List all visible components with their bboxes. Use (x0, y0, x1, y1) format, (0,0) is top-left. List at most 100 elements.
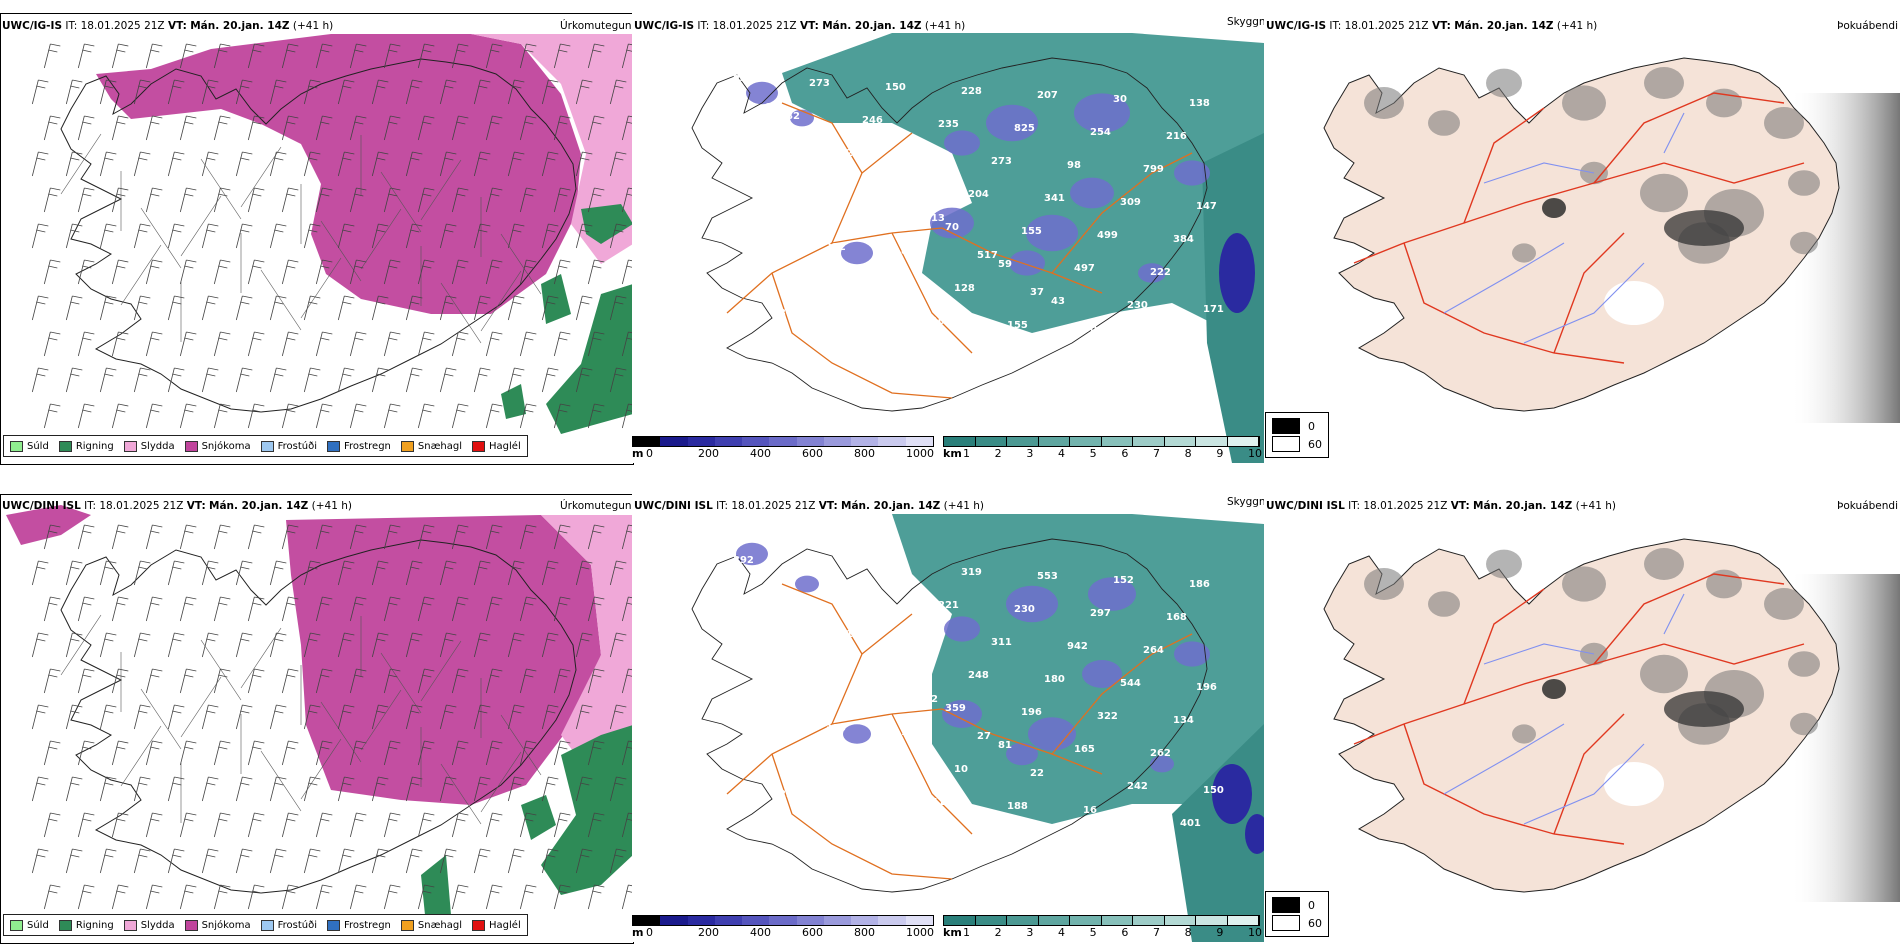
legend-item: Frostúði (260, 919, 317, 931)
precip-title: Úrkomutegund (560, 500, 639, 512)
cloud-base-label: 499 (1097, 230, 1118, 241)
cloud-header-ig: UWC/IG-IS IT: 18.01.2025 21Z VT: Mán. 20… (634, 20, 965, 32)
km-tick: 6 (1121, 926, 1129, 939)
legend-label: Súld (27, 919, 49, 931)
cloud-panel-dini: 119 72 31 388 52 27 22 16 223 186 124 158 108 149 10 18… (632, 494, 1264, 942)
vt-label: VT: (1431, 20, 1451, 32)
it-label: IT: (84, 500, 97, 512)
cloud-base-label: 345 (855, 793, 876, 804)
cloud-base-label: 230 (1127, 300, 1148, 311)
fog-panel-ig (1264, 13, 1900, 463)
cloud-base-label: 304 (1083, 324, 1104, 335)
cloud-base-label: 119 (712, 546, 733, 557)
km-tick: 1 (963, 926, 970, 939)
cloud-base-label: 254 (1090, 127, 1111, 138)
cloud-base-label: 155 (1021, 226, 1042, 237)
km-tick: 9 (1216, 447, 1224, 460)
cloud-base-label: 149 (901, 727, 922, 738)
vt-value: Mán. 20.jan. 14Z (1454, 20, 1554, 32)
vt-value: Mán. 20.jan. 14Z (841, 500, 941, 512)
legend-item: Slydda (123, 919, 175, 931)
km-tick: 2 (994, 447, 1002, 460)
legend-item: Rigning (58, 440, 114, 452)
height-colorbar-strip (632, 915, 934, 926)
cloud-title: Skyggni (1227, 496, 1269, 508)
cloud-base-label: 150 (1203, 785, 1224, 796)
cloud-base-label: 59 (998, 259, 1012, 270)
lead-time: (+41 h) (292, 20, 334, 32)
cloud-base-label: 273 (991, 156, 1012, 167)
legend-swatch (260, 919, 274, 931)
km-tick: 7 (1153, 447, 1160, 460)
km-tick: 7 (1153, 926, 1160, 939)
height-colorbar: m 0 200 400 600 800 1000 (632, 915, 937, 941)
fog-map (1323, 538, 1900, 902)
km-unit: km (943, 926, 962, 939)
cloud-base-label: 196 (1196, 682, 1217, 693)
legend-swatch (260, 440, 274, 452)
legend-item: Súld (10, 440, 49, 452)
legend-item: Snæhagl (400, 919, 462, 931)
cloud-base-label: 319 (961, 567, 982, 578)
cloud-base-label: 121 (818, 139, 839, 150)
height-tick: 400 (750, 926, 771, 939)
km-tick: 2 (994, 926, 1002, 939)
cloud-base-label: 152 (1113, 575, 1134, 586)
cloud-base-label: 168 (1166, 612, 1187, 623)
legend-label: Snæhagl (417, 440, 463, 452)
vt-value: Mán. 20.jan. 14Z (190, 20, 290, 32)
legend-swatch (10, 440, 23, 452)
cloud-map: 1508812186113517373041111388588236821281… (691, 33, 1264, 463)
cloud-base-label: 155 (984, 353, 1005, 364)
cloud-base-label: 106 (878, 760, 899, 771)
cloud-base-label: 230 (1014, 604, 1035, 615)
cloud-base-label: 190 (1060, 838, 1081, 849)
km-tick: 9 (1216, 926, 1224, 939)
cloud-base-label: 287 (892, 185, 913, 196)
cloud-base-label: 228 (961, 86, 982, 97)
cloud-base-label: 22 (1030, 768, 1044, 779)
cloud-base-label: 799 (1143, 164, 1164, 175)
cloud-header-dini: UWC/DINI ISL IT: 18.01.2025 21Z VT: Mán.… (634, 500, 984, 512)
vt-label: VT: (167, 20, 187, 32)
legend-label: Snjókoma (201, 919, 251, 931)
km-tick: 8 (1184, 926, 1192, 939)
cloud-base-label: 82 (786, 111, 800, 122)
height-tick: 1000 (906, 447, 934, 460)
it-value: 18.01.2025 21Z (731, 500, 816, 512)
legend-swatch (58, 440, 72, 452)
cloud-base-label: 88 (765, 102, 779, 113)
vt-label: VT: (186, 500, 206, 512)
legend-label: Frostúði (277, 440, 317, 452)
km-unit: km (943, 447, 962, 460)
cloud-base-label: 72 (765, 583, 779, 594)
lead-time: (+41 h) (311, 500, 352, 512)
cloud-base-label: 232 (825, 242, 846, 253)
it-label: IT: (716, 500, 729, 512)
legend-item: Snjókoma (184, 440, 251, 452)
cloud-base-label: 247 (733, 74, 754, 85)
cloud-base-label: 517 (977, 250, 998, 261)
km-colorbar-strip (943, 436, 1260, 447)
fog-legend-row: 60 (1272, 435, 1322, 453)
cloud-base-label: 202 (809, 559, 830, 570)
it-value: 18.01.2025 21Z (99, 500, 184, 512)
cloud-base-label: 196 (1021, 707, 1042, 718)
cloud-base-label: 171 (1203, 304, 1224, 315)
model-label: UWC/IG-IS (2, 20, 63, 32)
cloud-base-label: 284 (726, 271, 747, 282)
cloud-base-label: 248 (968, 670, 989, 681)
cloud-base-label: 322 (855, 312, 876, 323)
it-label: IT: (697, 20, 710, 32)
cloud-base-label: 30 (1113, 94, 1127, 105)
legend-item: Slydda (123, 440, 175, 452)
cloud-panel-ig: 150 88 121 86 113 517 37 304 111 138 85 88 236 82 128 1… (632, 13, 1264, 463)
km-tick: 3 (1026, 447, 1034, 460)
cloud-base-label: 141 (749, 719, 770, 730)
cloud-base-label: 27 (977, 731, 991, 742)
cloud-base-label: 214 (772, 205, 793, 216)
fog-legend: 0 60 (1265, 412, 1329, 458)
cloud-base-label: 108 (848, 690, 869, 701)
model-label: UWC/DINI ISL (634, 500, 713, 512)
cloud-base-label: 242 (1127, 781, 1148, 792)
